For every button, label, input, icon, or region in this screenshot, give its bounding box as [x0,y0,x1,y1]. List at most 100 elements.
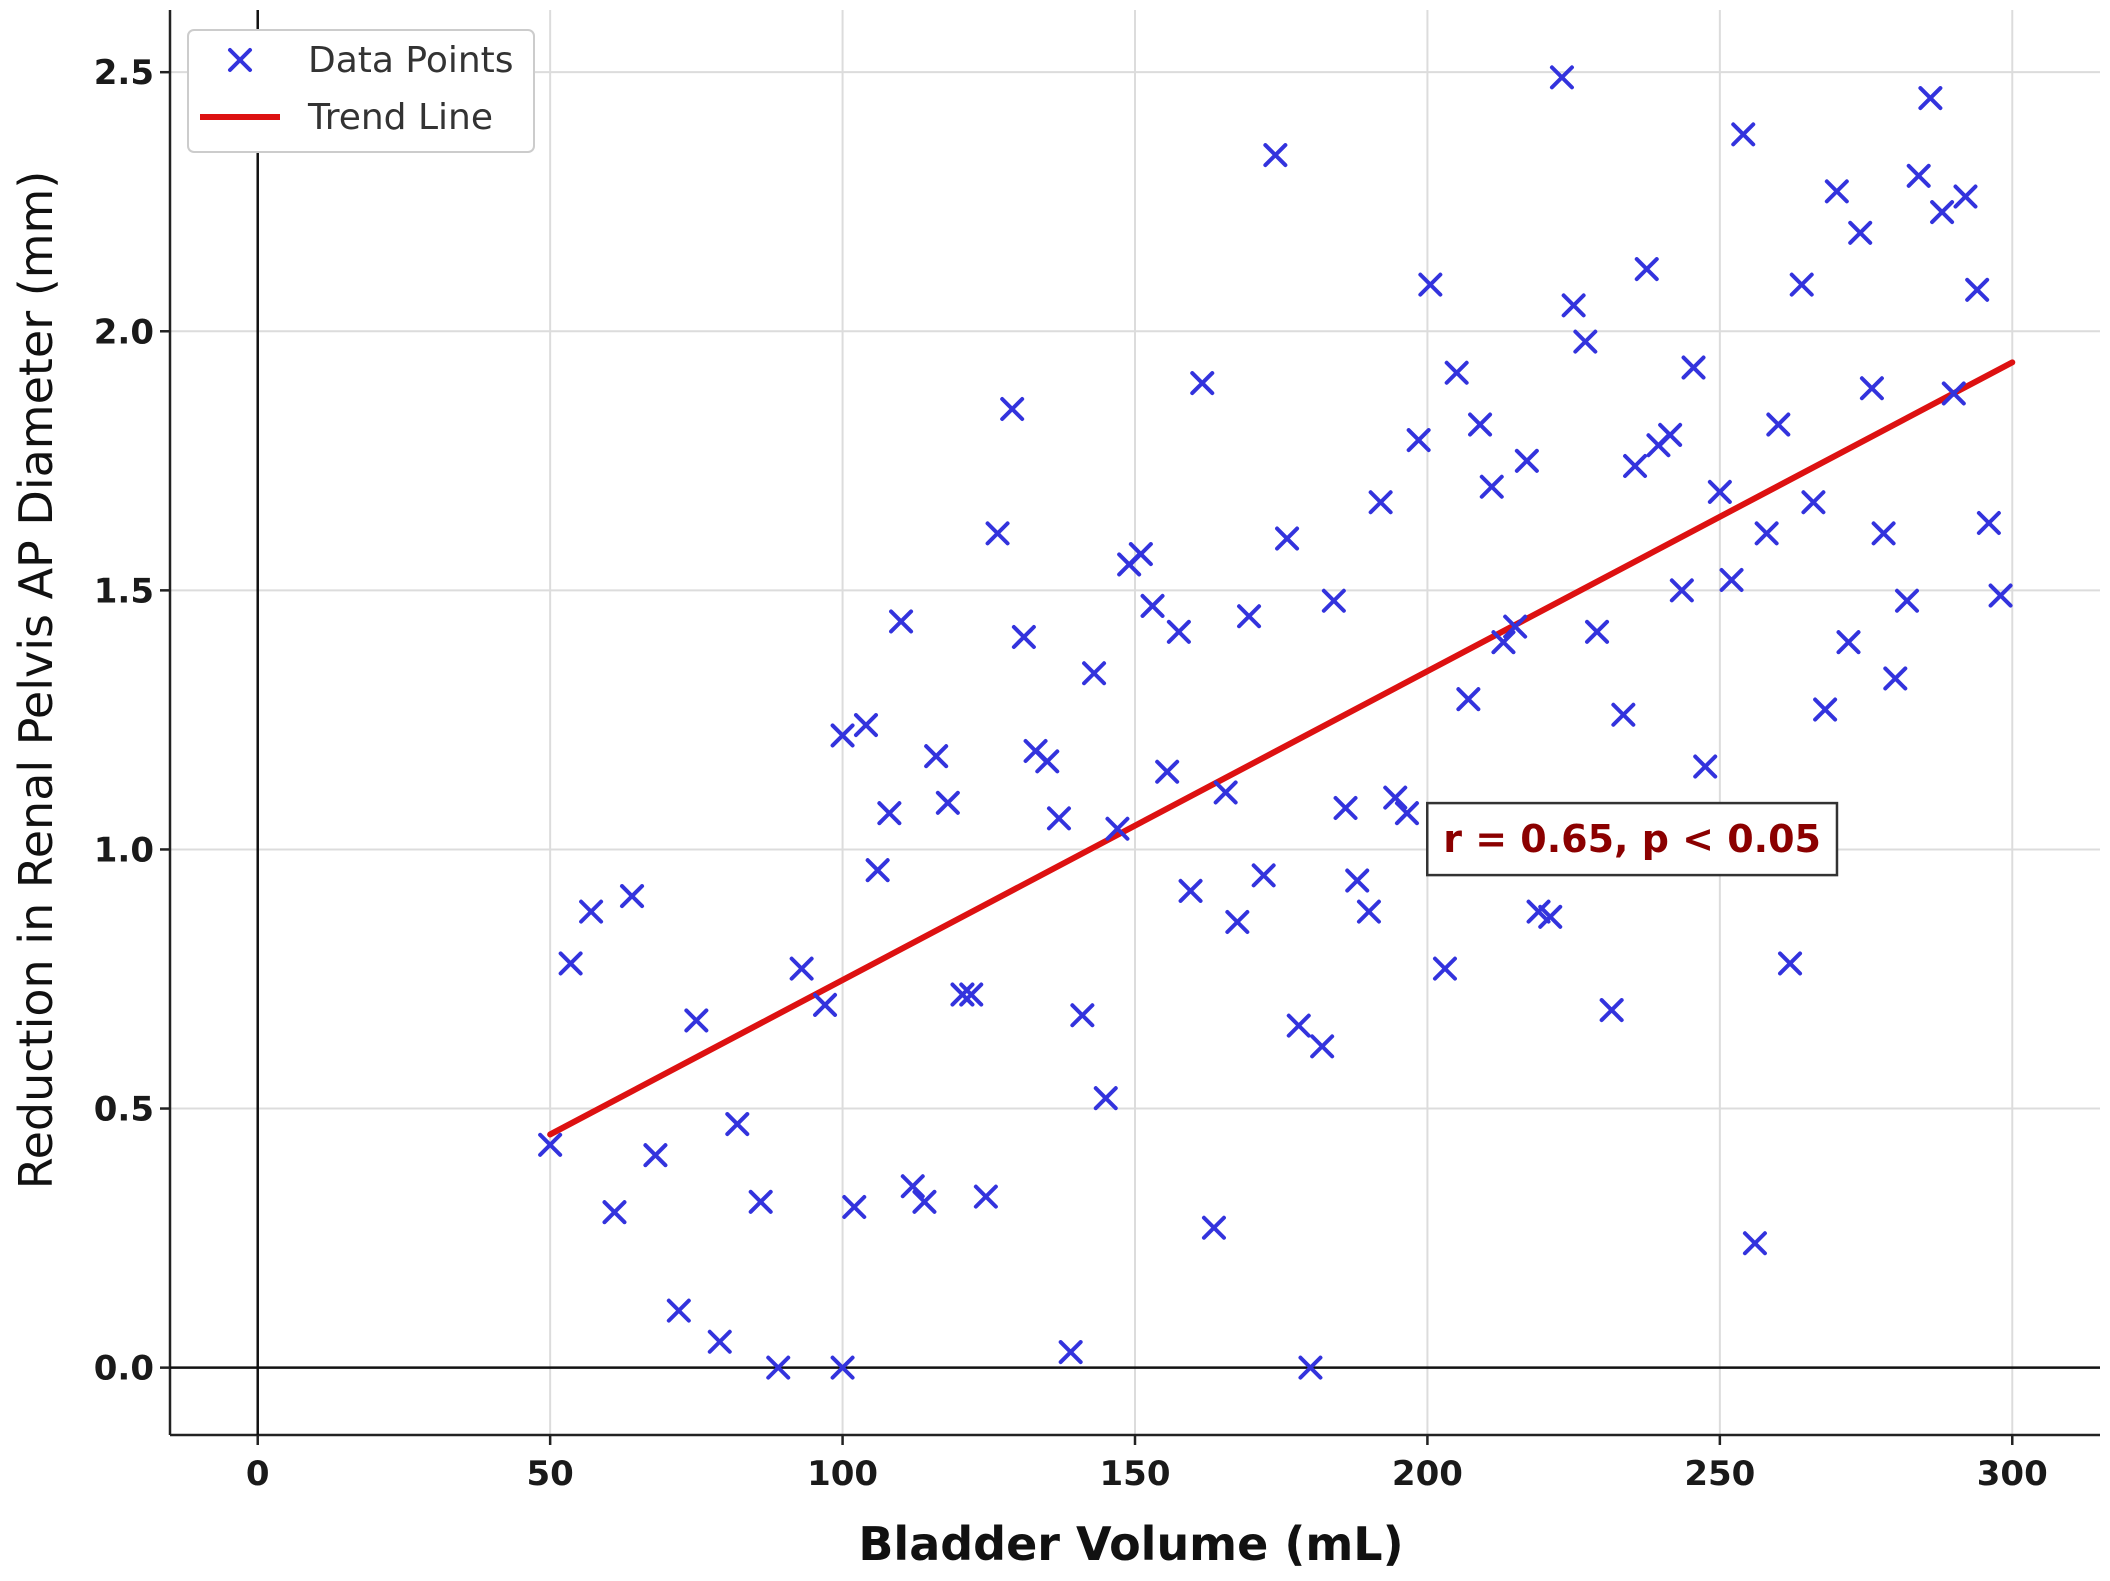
data-point [1263,143,1288,168]
marker-stroke [579,899,604,924]
marker-stroke [1058,1340,1083,1365]
marker-stroke [538,1132,563,1157]
data-point [1383,785,1408,810]
data-point [1526,899,1551,924]
y-axis-label: Reduction in Renal Pelvis AP Diameter (m… [9,171,63,1190]
marker-stroke [1046,806,1071,831]
legend-label-trend-line: Trend Line [307,97,493,138]
data-point [1918,86,1943,111]
marker-stroke [1237,604,1262,629]
marker-stroke [1298,1355,1323,1380]
data-point [853,713,878,738]
data-point [1941,381,1966,406]
data-point [1213,780,1238,805]
data-point [1503,614,1528,639]
marker-stroke [228,48,252,72]
correlation-annotation: r = 0.65, p < 0.05 [1426,801,1839,877]
data-point [1000,397,1025,421]
data-point [748,1189,773,1214]
data-point [1058,1340,1083,1365]
data-point [1681,355,1706,380]
data-point [1105,816,1130,841]
marker-stroke [748,1189,773,1214]
marker-stroke [1731,122,1756,147]
data-point [1988,583,2013,608]
data-point [1345,868,1370,893]
data-point [935,790,960,815]
marker-stroke [1251,863,1276,888]
marker-stroke [1941,381,1966,406]
marker-stroke [1286,1013,1311,1038]
data-point [1538,904,1563,929]
marker-stroke [1859,376,1884,401]
data-point [1418,272,1443,297]
marker-stroke [1658,422,1683,447]
marker-stroke [842,1195,867,1219]
data-point [1166,619,1191,644]
data-point [1801,490,1826,515]
marker-stroke [950,982,975,1007]
marker-stroke [1953,184,1978,209]
data-point [1836,630,1861,655]
legend-x-marker-icon [228,48,252,72]
x-tick-label: 250 [1684,1454,1755,1494]
marker-stroke [1623,454,1648,478]
data-point [900,1174,925,1199]
marker-stroke [1368,490,1393,515]
data-point [1237,604,1262,629]
y-tick-label: 1.0 [94,830,154,870]
marker-stroke [853,713,878,738]
data-points-layer [538,65,2013,1380]
data-point [1394,801,1419,826]
marker-stroke [1468,412,1493,437]
marker-stroke [1848,220,1873,245]
data-point [1848,220,1873,245]
data-point [1930,200,1955,225]
marker-stroke [1011,625,1036,649]
marker-stroke [666,1298,691,1323]
marker-stroke [935,790,960,815]
x-tick-label: 150 [1100,1454,1171,1494]
marker-stroke [830,723,855,748]
marker-stroke [1930,200,1955,225]
marker-stroke [1918,86,1943,111]
marker-stroke [725,1112,750,1137]
data-point [1953,184,1978,209]
data-point [889,609,914,634]
marker-stroke [900,1174,925,1199]
data-point [950,982,975,1007]
marker-stroke [1444,360,1469,385]
data-point [1634,257,1659,282]
data-point [924,744,949,769]
data-point [1011,625,1036,649]
marker-stroke [813,992,838,1017]
data-point [1813,697,1838,722]
data-point [1201,1215,1226,1240]
marker-stroke [959,982,984,1007]
data-point [1754,521,1779,546]
marker-stroke [1573,329,1598,354]
x-tick-label: 300 [1977,1454,2048,1494]
marker-stroke [1105,816,1130,841]
data-point [830,723,855,748]
marker-stroke [889,609,914,634]
marker-stroke [1611,702,1636,727]
tick-labels: 0 50 100 150 200 250 300 0.0 0.5 1.0 1.5 2.0 2.5 [94,53,2048,1494]
data-point [707,1329,732,1354]
marker-stroke [1681,355,1706,380]
marker-stroke [830,1355,855,1380]
data-point [959,982,984,1007]
grid [170,10,2100,1435]
data-point [1669,578,1694,603]
marker-stroke [1225,910,1250,934]
marker-stroke [1514,448,1539,473]
x-tick-label: 200 [1392,1454,1463,1494]
data-point [1906,163,1931,188]
marker-stroke [1561,293,1586,318]
marker-stroke [1456,687,1481,712]
marker-stroke [1345,868,1370,893]
marker-stroke [1526,899,1551,924]
legend-box [187,29,535,153]
annotation-text: r = 0.65, p < 0.05 [1443,817,1821,861]
data-point [1491,630,1516,655]
